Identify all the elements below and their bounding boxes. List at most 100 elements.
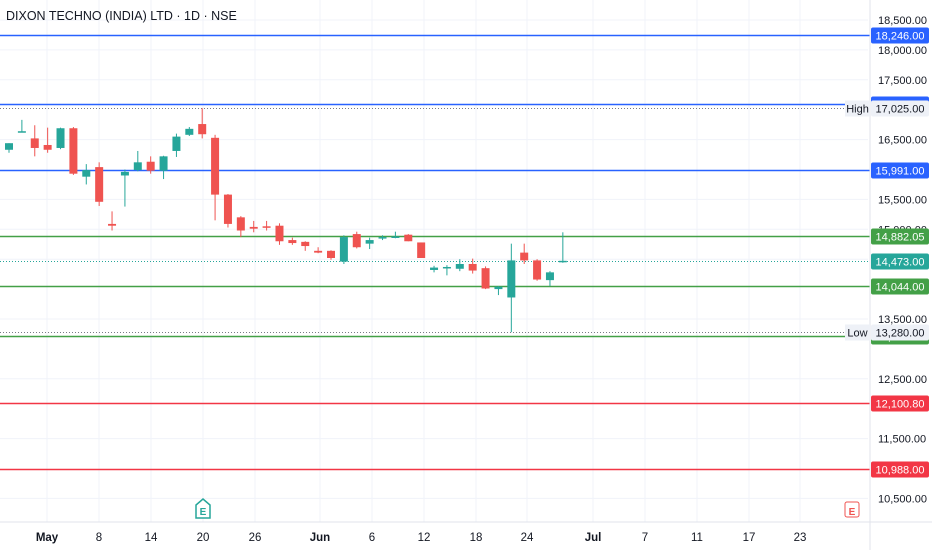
- x-tick-label: 23: [794, 532, 807, 544]
- candle: [288, 237, 297, 245]
- marker-tag-bg: [871, 253, 929, 270]
- x-tick-label: Jul: [585, 532, 602, 544]
- x-tick-label: 11: [691, 532, 703, 544]
- candle-body: [198, 124, 207, 135]
- marker-tag: 13,280.00 Low: [845, 324, 929, 341]
- earnings-badge: E: [844, 501, 860, 518]
- marker-name-label: High: [846, 104, 869, 116]
- candle: [198, 108, 207, 139]
- earnings-badge: E: [195, 498, 211, 519]
- candle: [82, 164, 91, 185]
- candle-body: [30, 138, 39, 148]
- candle: [507, 243, 516, 333]
- level-tag-bg: [871, 27, 929, 44]
- y-tick-label: 12,500.00: [878, 374, 927, 386]
- candle: [494, 286, 503, 296]
- candle: [172, 133, 181, 157]
- candle: [223, 194, 232, 228]
- level-tag-bg: [871, 278, 929, 295]
- level-tag: 15,991.00: [871, 162, 929, 179]
- x-tick-label: 26: [249, 532, 262, 544]
- candle: [185, 127, 194, 137]
- chart-title: DIXON TECHNO (INDIA) LTD · 1D · NSE: [6, 9, 237, 23]
- candle: [314, 247, 323, 254]
- candle: [327, 250, 335, 260]
- candle-body: [468, 263, 477, 271]
- candle: [520, 243, 529, 264]
- x-tick-label: 24: [521, 532, 534, 544]
- candle: [69, 127, 78, 175]
- candle: [159, 155, 168, 180]
- candle-body: [481, 268, 490, 289]
- candle: [249, 220, 258, 233]
- candle: [5, 143, 13, 153]
- candle: [533, 259, 542, 281]
- candle-body: [442, 266, 451, 269]
- level-tag-bg: [871, 162, 929, 179]
- candle-body: [520, 252, 529, 261]
- candle-body: [95, 167, 104, 202]
- candle-body: [339, 237, 348, 262]
- level-tag: 12,100.80: [871, 395, 929, 412]
- y-tick-label: 17,500.00: [878, 75, 927, 87]
- candle-body: [275, 225, 284, 242]
- x-tick-label: 12: [418, 532, 431, 544]
- earnings-badge-shape: [844, 501, 860, 518]
- level-tag: 14,882.05: [871, 228, 929, 245]
- candle: [404, 234, 413, 242]
- candle-body: [249, 226, 258, 229]
- candle: [43, 127, 52, 153]
- price-axis[interactable]: 18,500.00 18,000.00 17,500.00 16,500.00 15,5…: [845, 0, 929, 550]
- candle-body: [507, 260, 516, 298]
- candle-body: [146, 161, 155, 171]
- candle: [365, 237, 374, 250]
- marker-value-label: 13,280.00: [876, 328, 925, 340]
- marker-tag: 17,025.00 High: [845, 100, 929, 117]
- candle: [133, 150, 142, 172]
- candle: [481, 266, 490, 290]
- candle: [108, 211, 117, 231]
- level-tag-bg: [871, 461, 929, 478]
- x-tick-label: 6: [369, 532, 375, 544]
- candle-body: [391, 236, 400, 238]
- level-tag: 18,246.00: [871, 27, 929, 44]
- x-tick-label: May: [36, 532, 59, 544]
- x-tick-label: 14: [145, 532, 158, 544]
- earnings-badge-label: E: [200, 507, 207, 518]
- candle-body: [82, 170, 91, 177]
- candle: [95, 162, 104, 206]
- candle-body: [545, 272, 554, 281]
- time-axis[interactable]: May 8 14 20 26 Jun 6 12 18 24 Jul 7 11 17 23: [0, 521, 932, 544]
- candle-body: [262, 226, 271, 228]
- candle-body: [236, 217, 245, 231]
- level-tag-label: 14,882.05: [876, 232, 925, 244]
- marker-name-bg: [845, 324, 870, 341]
- candle: [262, 220, 271, 231]
- candle-body: [133, 162, 142, 171]
- candle-body: [352, 234, 361, 248]
- candle: [275, 223, 284, 245]
- candle-body: [69, 128, 78, 174]
- candle: [558, 232, 567, 263]
- x-tick-label: 18: [470, 532, 483, 544]
- marker-value-label: 14,473.00: [876, 257, 925, 269]
- candle: [120, 169, 129, 207]
- candle-body: [314, 250, 323, 253]
- candles: [5, 108, 567, 333]
- marker-name-label: Low: [847, 328, 867, 340]
- candle: [146, 156, 155, 174]
- candle-body: [378, 237, 387, 239]
- candle: [339, 235, 348, 264]
- level-tag-bg: [871, 228, 929, 245]
- x-tick-label: 17: [743, 532, 756, 544]
- y-tick-label: 10,500.00: [878, 493, 927, 505]
- x-tick-label: 7: [642, 532, 648, 544]
- y-tick-label: 16,500.00: [878, 135, 927, 147]
- candle-body: [533, 260, 542, 280]
- candle-body: [404, 234, 413, 242]
- marker-tag: 14,473.00: [871, 253, 929, 270]
- candle-body: [120, 171, 129, 176]
- y-tick-label: 18,000.00: [878, 45, 927, 57]
